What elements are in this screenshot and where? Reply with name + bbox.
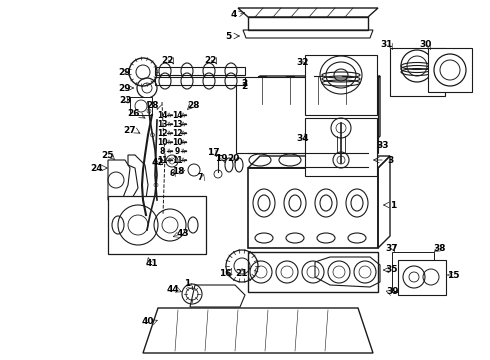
Text: 29: 29 [119,84,131,93]
Text: 23: 23 [119,95,131,104]
Text: 31: 31 [381,40,393,49]
Text: 20: 20 [227,153,239,162]
Bar [155,77,245,85]
Text: 1: 1 [184,279,190,288]
Text: 37: 37 [386,243,398,252]
Text: 2: 2 [241,78,247,87]
Text: 7: 7 [197,172,203,181]
Text: 40: 40 [142,318,154,327]
Bar [130,97,152,115]
Bar [428,48,472,92]
Text: 27: 27 [123,126,136,135]
Bar [305,118,377,176]
Text: 39: 39 [387,288,399,297]
Text: 18: 18 [172,166,184,176]
Bar [392,252,434,292]
Text: 12: 12 [157,129,167,138]
Text: 22: 22 [204,55,216,64]
Text: 12: 12 [172,129,182,138]
Text: 41: 41 [146,258,158,267]
Text: 6: 6 [170,168,174,177]
Bar [248,88,368,148]
Text: 11: 11 [172,156,182,165]
Text: 44: 44 [167,285,179,294]
Text: 13: 13 [157,120,167,129]
Bar [108,196,206,254]
Text: 17: 17 [207,148,220,157]
Bar [248,252,378,292]
Text: 10: 10 [157,138,167,147]
Text: 33: 33 [377,140,389,149]
Text: 38: 38 [434,243,446,252]
Text: 15: 15 [447,270,459,279]
Text: 42: 42 [152,158,164,166]
Text: 28: 28 [146,100,158,109]
Text: 5: 5 [225,32,231,41]
Text: 10: 10 [172,138,182,147]
Text: 34: 34 [296,134,309,143]
Bar [390,48,445,96]
Text: 2: 2 [241,81,247,90]
Text: 30: 30 [420,40,432,49]
Text: 14: 14 [157,111,167,120]
Text: 25: 25 [101,150,113,159]
Text: 28: 28 [187,100,199,109]
Text: 35: 35 [386,266,398,274]
Text: 1: 1 [390,201,396,210]
Bar [398,260,446,295]
Bar [248,168,378,248]
Text: 14: 14 [172,111,182,120]
Bar [305,55,377,115]
Text: 19: 19 [215,153,227,162]
Bar [155,67,245,75]
Text: 26: 26 [127,108,139,117]
Text: 11: 11 [157,156,167,165]
Text: 43: 43 [177,229,189,238]
Text: 24: 24 [91,163,103,172]
Text: 21: 21 [235,269,247,278]
Text: 16: 16 [219,269,231,278]
Text: 8: 8 [159,147,165,156]
Text: 3: 3 [387,156,393,165]
Text: 4: 4 [231,9,237,18]
Text: 29: 29 [119,68,131,77]
Text: 22: 22 [161,55,173,64]
Text: 13: 13 [172,120,182,129]
Text: 32: 32 [297,58,309,67]
Bar [236,77,378,153]
Text: 9: 9 [174,147,180,156]
